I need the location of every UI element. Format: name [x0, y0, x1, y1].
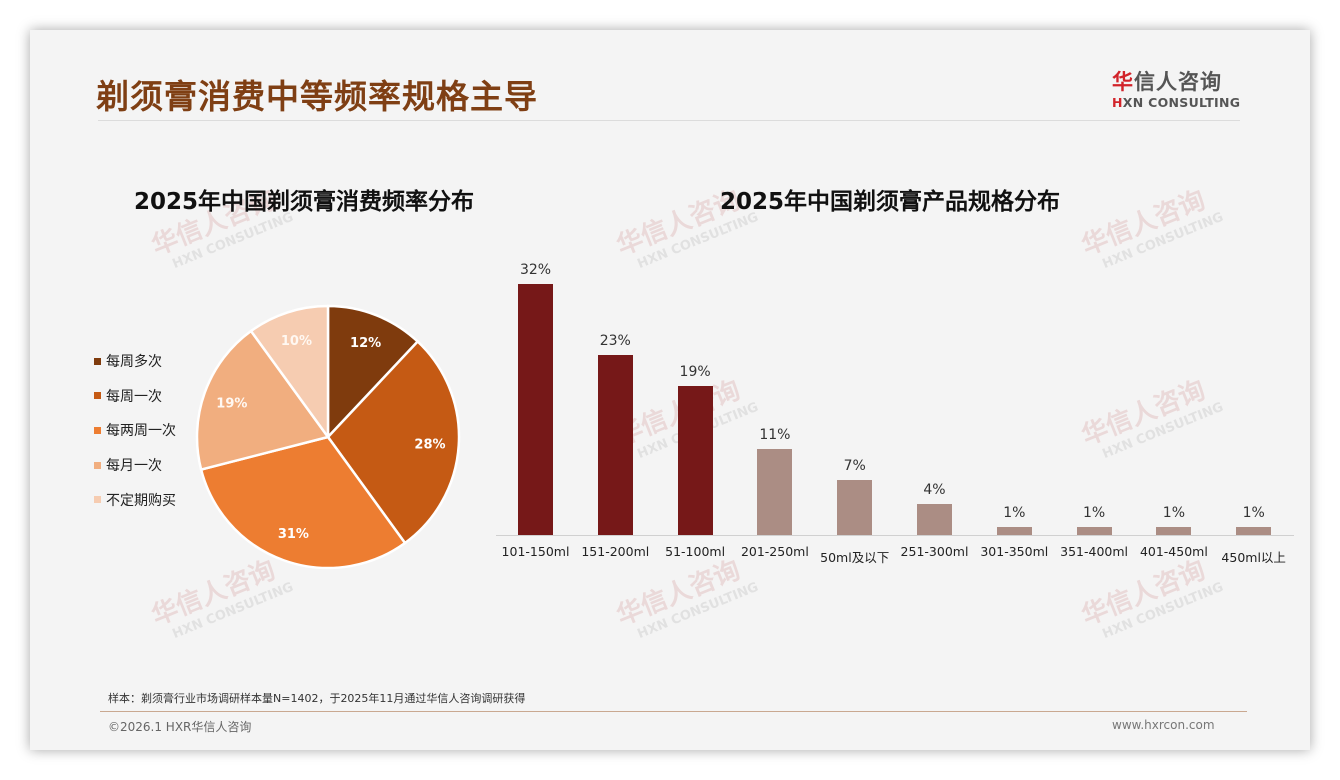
legend-label: 每两周一次 — [106, 423, 176, 440]
legend-label: 每月一次 — [106, 458, 162, 475]
pie-slice — [195, 329, 331, 472]
bar-value-label: 4% — [923, 481, 946, 498]
logo-en-mark: H — [1112, 95, 1123, 110]
bar — [1236, 527, 1272, 535]
bar-category-label: 401-450ml — [1139, 544, 1208, 559]
bar — [837, 480, 873, 535]
pie-slice-label: 10% — [281, 334, 312, 349]
pie-slice — [249, 304, 330, 441]
pie-chart-title: 2025年中国剃须膏消费频率分布 — [134, 189, 475, 215]
pie-slice-label: 31% — [278, 527, 309, 542]
logo-english: HXN CONSULTING — [1112, 95, 1242, 110]
legend-item: 每周一次 — [94, 379, 176, 414]
legend-label: 每周一次 — [106, 388, 162, 405]
pie-slice — [326, 304, 420, 441]
bar — [677, 385, 713, 535]
pie-chart: 12% 28% 31% 19% 10% — [195, 304, 461, 570]
bar — [996, 527, 1032, 535]
logo-en-name: XN CONSULTING — [1122, 95, 1241, 110]
bar-chart: 32% 101-150ml 23% 151-200ml 19% 51-100ml 11% 20… — [496, 250, 1296, 580]
logo-name: 信人咨询 — [1134, 70, 1222, 94]
logo-mark: 华 — [1112, 70, 1134, 94]
bar-value-label: 7% — [843, 458, 866, 475]
legend-label: 不定期购买 — [106, 492, 176, 509]
company-logo: 华信人咨询 HXN CONSULTING — [1112, 66, 1242, 110]
page-title: 剃须膏消费中等频率规格主导 — [96, 77, 538, 116]
bar-value-label: 1% — [1082, 505, 1106, 522]
legend-swatch — [94, 496, 101, 504]
bar-value-label: 32% — [519, 262, 552, 278]
legend-item: 不定期购买 — [94, 482, 176, 517]
bar-category-label: 251-300ml — [900, 544, 969, 559]
legend-swatch — [94, 426, 101, 434]
bar — [1076, 527, 1112, 535]
pie-slice — [199, 435, 407, 570]
legend-item: 每两周一次 — [94, 413, 176, 448]
bar-category-label: 151-200ml — [581, 544, 650, 559]
legend-item: 每周多次 — [94, 344, 176, 379]
footer-divider — [100, 711, 1247, 712]
bar-category-label: 50ml及以下 — [820, 550, 890, 565]
bar-category-label: 51-100ml — [665, 544, 726, 559]
bar — [757, 448, 793, 535]
legend-item: 每月一次 — [94, 448, 176, 483]
bar-value-label: 19% — [679, 363, 711, 380]
bar-value-label: 23% — [599, 332, 631, 349]
copyright: ©2026.1 HXR华信人咨询 — [108, 720, 252, 734]
pie-slice — [326, 339, 461, 545]
bar-category-label: 301-350ml — [980, 544, 1049, 559]
bar — [597, 354, 633, 535]
legend-swatch — [94, 392, 101, 400]
pie-slice-label: 12% — [350, 336, 381, 351]
pie-slice-label: 19% — [216, 396, 247, 411]
bar-category-label: 351-400ml — [1060, 544, 1129, 559]
bar-category-label: 450ml以上 — [1221, 550, 1286, 565]
legend-swatch — [94, 461, 101, 469]
website-link[interactable]: www.hxrcon.com — [1112, 718, 1215, 732]
bar — [1156, 527, 1192, 535]
bar-value-label: 11% — [759, 426, 791, 443]
slide: 剃须膏消费中等频率规格主导 华信人咨询 HXN CONSULTING 华信人咨询… — [30, 30, 1310, 750]
bar-value-label: 1% — [1162, 505, 1185, 522]
legend-swatch — [94, 357, 101, 365]
bar — [518, 284, 553, 535]
bar-value-label: 1% — [1242, 505, 1265, 522]
bar-category-label: 101-150ml — [501, 544, 570, 559]
pie-legend: 每周多次每周一次每两周一次每月一次不定期购买 — [94, 344, 176, 517]
sample-note: 样本：剃须膏行业市场调研样本量N=1402，于2025年11月通过华信人咨询调研… — [108, 692, 526, 705]
pie-slice-label: 28% — [414, 437, 445, 452]
bar-value-label: 1% — [1003, 505, 1026, 522]
bar — [917, 503, 952, 535]
legend-label: 每周多次 — [106, 354, 162, 371]
bar-x-axis — [496, 535, 1294, 536]
logo-chinese: 华信人咨询 — [1112, 66, 1242, 96]
title-divider — [98, 120, 1240, 121]
bar-category-label: 201-250ml — [740, 544, 809, 559]
bar-chart-title: 2025年中国剃须膏产品规格分布 — [720, 189, 1061, 215]
